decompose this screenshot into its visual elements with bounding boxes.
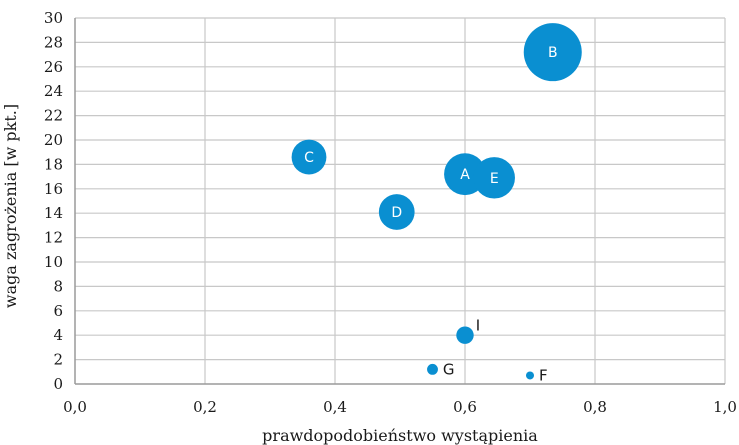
y-tick-label: 16 xyxy=(44,180,63,198)
y-tick-label: 28 xyxy=(44,33,63,51)
bubble-g xyxy=(427,364,438,375)
x-tick-label: 1,0 xyxy=(713,398,737,416)
bubble-label: D xyxy=(391,205,402,221)
bubble-f xyxy=(526,371,534,379)
y-tick-label: 22 xyxy=(44,107,63,125)
x-tick-label: 0,0 xyxy=(63,398,87,416)
bubble-label: F xyxy=(539,366,548,384)
y-tick-label: 14 xyxy=(44,204,63,222)
y-tick-label: 0 xyxy=(53,375,63,393)
bubble-label: B xyxy=(548,45,558,61)
y-tick-label: 8 xyxy=(53,277,63,295)
bubble-i xyxy=(456,327,473,344)
x-tick-label: 0,8 xyxy=(583,398,607,416)
y-axis-label: waga zagrożenia [w pkt.] xyxy=(1,104,20,308)
bubble-labels: A B C D E F G I xyxy=(304,45,557,384)
y-tick-label: 4 xyxy=(53,326,63,344)
y-tick-label: 30 xyxy=(44,9,63,27)
y-tick-label: 18 xyxy=(44,155,63,173)
bubble-label: I xyxy=(476,317,480,335)
y-tick-label: 26 xyxy=(44,58,63,76)
y-tick-label: 2 xyxy=(53,351,63,369)
y-tick-label: 12 xyxy=(44,229,63,247)
bubble-label: G xyxy=(443,360,455,378)
y-tick-label: 20 xyxy=(44,131,63,149)
y-tick-label: 6 xyxy=(53,302,63,320)
bubble-label: A xyxy=(460,167,470,183)
y-tick-label: 10 xyxy=(44,253,63,271)
x-tick-label: 0,2 xyxy=(193,398,217,416)
x-axis-label: prawdopodobieństwo wystąpienia xyxy=(262,426,538,445)
bubble-label: E xyxy=(490,171,499,187)
y-tick-label: 24 xyxy=(44,82,63,100)
x-tick-label: 0,6 xyxy=(453,398,477,416)
bubble-label: C xyxy=(304,150,314,166)
x-tick-label: 0,4 xyxy=(323,398,347,416)
